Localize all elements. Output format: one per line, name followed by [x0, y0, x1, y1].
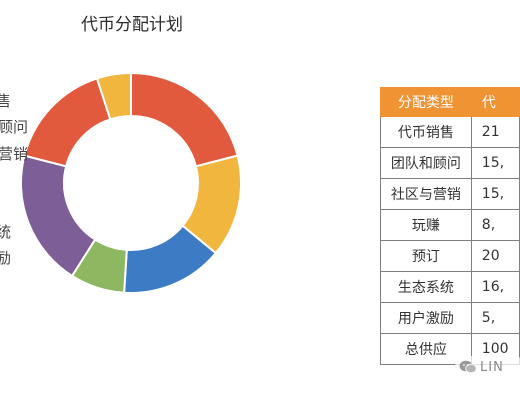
table-cell-type: 团队和顾问: [380, 147, 472, 179]
legend-label-community-marketing: 营销: [0, 145, 29, 163]
table-cell-type: 生态系统: [380, 271, 472, 303]
table-cell-type: 代币销售: [380, 116, 472, 148]
table-row: 代币销售 21: [380, 116, 520, 148]
allocation-table: 分配类型 代 代币销售 21 团队和顾问 15, 社区与营销 15,: [380, 87, 520, 365]
donut-slice-7: [95, 71, 132, 121]
table-cell-amount: 21: [470, 116, 520, 148]
legend-label-team-advisors: 顾问: [0, 118, 29, 136]
table-cell-type: 用户激励: [380, 302, 472, 334]
table-header-amount: 代: [470, 87, 520, 117]
table-cell-type: 玩赚: [380, 209, 472, 241]
table-cell-type: 社区与营销: [380, 178, 472, 210]
table-row: 生态系统 16,: [380, 271, 520, 303]
table-header-type: 分配类型: [380, 87, 472, 117]
table-cell-amount: 15,: [470, 147, 520, 179]
table-row: 预订 20: [380, 240, 520, 272]
watermark-text: LIN: [480, 359, 504, 375]
chart-title: 代币分配计划: [81, 15, 183, 35]
wechat-icon: [459, 360, 477, 374]
table-cell-amount: 8,: [470, 209, 520, 241]
table-cell-amount: 5,: [470, 302, 520, 334]
table-row: 玩赚 8,: [380, 209, 520, 241]
table-row: 团队和顾问 15,: [380, 147, 520, 179]
table-cell-amount: 20: [470, 240, 520, 272]
table-row: 用户激励 5,: [380, 302, 520, 334]
table-cell-amount: 16,: [470, 271, 520, 303]
table-cell-type: 预订: [380, 240, 472, 272]
legend-label-user-incentive: 励: [0, 249, 12, 267]
legend-label-ecosystem: 统: [0, 223, 12, 241]
wechat-watermark: LIN: [455, 356, 520, 378]
table-row: 社区与营销 15,: [380, 178, 520, 210]
legend-label-token-sale: 售: [0, 92, 12, 110]
table-cell-amount: 15,: [470, 178, 520, 210]
table-header-row: 分配类型 代: [380, 87, 520, 117]
